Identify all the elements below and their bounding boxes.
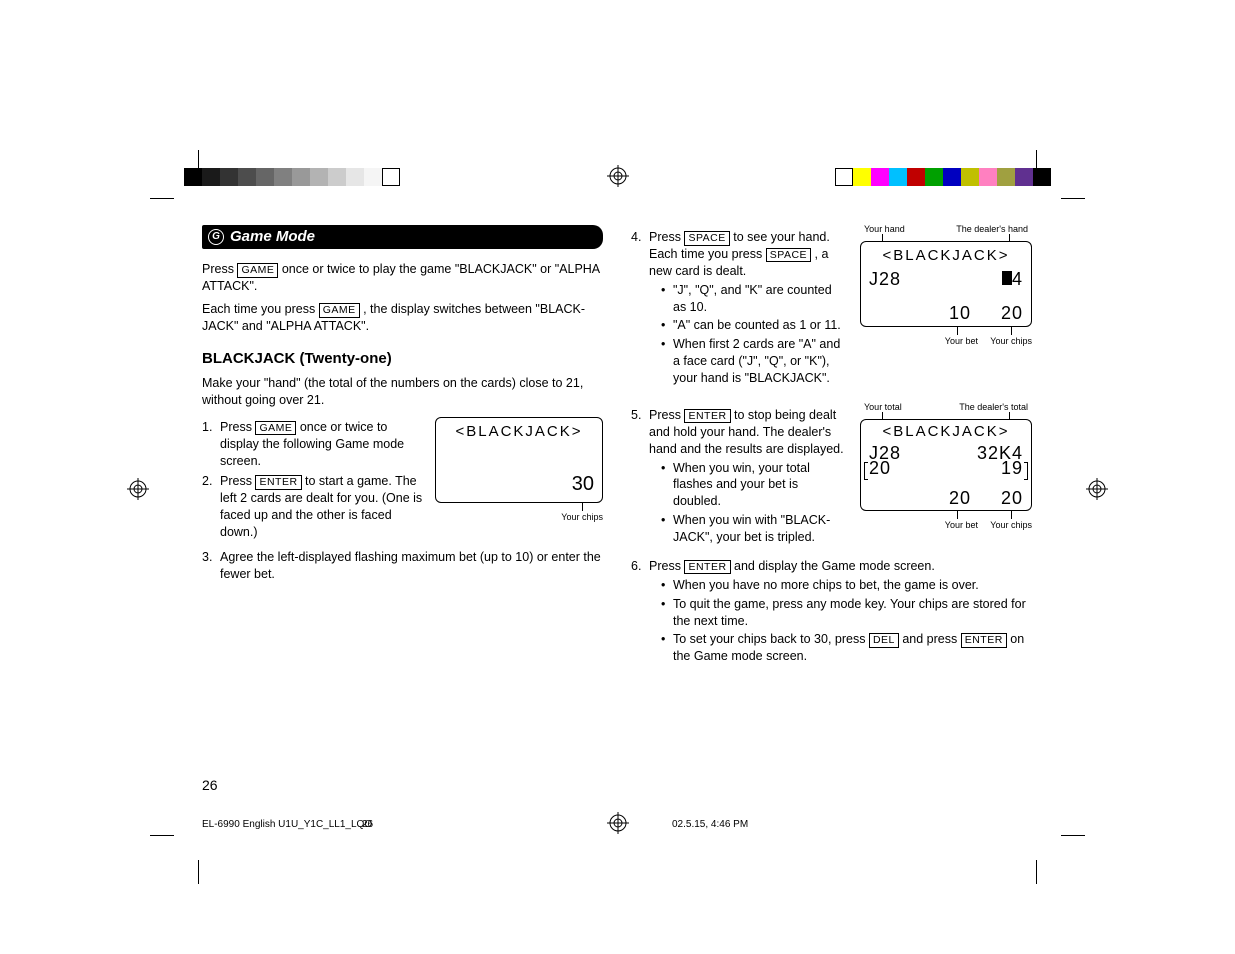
bullet: To quit the game, press any mode key. Yo… <box>661 596 1032 630</box>
footer-timestamp: 02.5.15, 4:46 PM <box>672 819 748 830</box>
color-bar-process <box>835 168 1051 186</box>
key-del: DEL <box>869 633 899 648</box>
lcd-label-dealer-total: The dealer's total <box>959 401 1028 413</box>
print-footer: EL-6990 English U1U_Y1C_LL1_LQO 26 02.5.… <box>202 819 1032 830</box>
text: Agree the left-displayed flashing maximu… <box>220 549 603 583</box>
text: Press <box>649 230 684 244</box>
step-number: 6. <box>631 558 649 667</box>
section-header: G Game Mode <box>202 225 603 249</box>
registration-mark-right <box>1086 478 1108 500</box>
text: 4 <box>1012 269 1023 289</box>
lcd-dealer-card: 4 <box>1002 270 1023 288</box>
intro-p1: Press GAME once or twice to play the gam… <box>202 261 603 295</box>
lcd-your-total: 20 <box>869 459 891 477</box>
key-game: GAME <box>255 421 296 436</box>
text: Press <box>649 408 684 422</box>
lcd-screen-3: Your total The dealer's total <BLACKJACK… <box>860 403 1032 552</box>
bullet: When first 2 cards are "A" and a face ca… <box>661 336 846 387</box>
lcd-dealer-total: 19 <box>1001 459 1023 477</box>
step-number: 4. <box>631 229 649 389</box>
column-right: 4. Press SPACE to see your hand. Each ti… <box>631 225 1032 671</box>
game-mode-icon: G <box>208 229 224 245</box>
lcd-chips: 20 <box>1001 489 1023 507</box>
lcd-label-dealer-hand: The dealer's hand <box>956 223 1028 235</box>
step-number: 5. <box>631 407 649 548</box>
key-space: SPACE <box>684 231 729 246</box>
key-game: GAME <box>237 263 278 278</box>
card-back-icon <box>1002 271 1012 285</box>
text: Press <box>649 559 684 573</box>
step-3: 3. Agree the left-displayed flashing max… <box>202 549 603 583</box>
registration-mark-top <box>607 165 629 187</box>
lcd-title: <BLACKJACK> <box>444 422 594 442</box>
text: and press <box>899 632 961 646</box>
lcd-screen-2: Your hand The dealer's hand <BLACKJACK> … <box>860 225 1032 393</box>
step-number: 1. <box>202 419 220 470</box>
text: and display the Game mode screen. <box>731 559 935 573</box>
registration-mark-left <box>127 478 149 500</box>
step-number: 2. <box>202 473 220 541</box>
key-enter: ENTER <box>684 409 730 424</box>
lcd-label-chips: Your chips <box>990 519 1032 531</box>
bullet: When you win, your total flashes and you… <box>661 460 846 511</box>
lcd-title: <BLACKJACK> <box>869 422 1023 442</box>
step-number: 3. <box>202 549 220 583</box>
lcd-label-bet: Your bet <box>945 519 978 531</box>
lcd-bet: 20 <box>949 489 971 507</box>
text: Each time you press <box>202 302 319 316</box>
text: To set your chips back to 30, press <box>673 632 869 646</box>
step-5: 5. Press ENTER to stop being dealt and h… <box>631 407 846 548</box>
text: Press <box>202 262 237 276</box>
lcd-your-hand: J28 <box>869 270 901 288</box>
bullet: To set your chips back to 30, press DEL … <box>661 631 1032 665</box>
lcd-label-your-hand: Your hand <box>864 223 905 235</box>
bullet: "A" can be counted as 1 or 11. <box>661 317 846 334</box>
section-intro: Make your "hand" (the total of the numbe… <box>202 375 603 409</box>
section-header-title: Game Mode <box>230 227 315 247</box>
key-space: SPACE <box>766 248 811 263</box>
key-enter: ENTER <box>961 633 1007 648</box>
step-6: 6. Press ENTER and display the Game mode… <box>631 558 1032 667</box>
step-1: 1. Press GAME once or twice to display t… <box>202 419 423 470</box>
text: Press <box>220 420 255 434</box>
key-enter: ENTER <box>684 560 730 575</box>
lcd-label-chips: Your chips <box>561 511 603 523</box>
color-bar-grayscale <box>184 168 400 186</box>
lcd-chips-value: 30 <box>572 471 594 498</box>
lcd-title: <BLACKJACK> <box>869 246 1023 266</box>
step-4: 4. Press SPACE to see your hand. Each ti… <box>631 229 846 389</box>
bullet: When you have no more chips to bet, the … <box>661 577 1032 594</box>
lcd-bet: 10 <box>949 304 971 322</box>
lcd-screen-1: <BLACKJACK> 30 Your chips <box>435 417 603 503</box>
lcd-chips: 20 <box>1001 304 1023 322</box>
page-number: 26 <box>202 776 218 795</box>
subsection-title: BLACKJACK (Twenty-one) <box>202 349 603 369</box>
lcd-label-bet: Your bet <box>945 335 978 347</box>
key-enter: ENTER <box>255 475 301 490</box>
column-left: G Game Mode Press GAME once or twice to … <box>202 225 603 671</box>
footer-page: 26 <box>362 819 373 830</box>
bullet: When you win with "BLACK-JACK", your bet… <box>661 512 846 546</box>
text: Press <box>220 474 255 488</box>
intro-p2: Each time you press GAME , the display s… <box>202 301 603 335</box>
bullet: "J", "Q", and "K" are counted as 10. <box>661 282 846 316</box>
footer-filename: EL-6990 English U1U_Y1C_LL1_LQO <box>202 819 372 830</box>
page: G Game Mode Press GAME once or twice to … <box>0 0 1235 954</box>
key-game: GAME <box>319 303 360 318</box>
page-content: G Game Mode Press GAME once or twice to … <box>202 225 1032 795</box>
lcd-label-chips: Your chips <box>990 335 1032 347</box>
step-2: 2. Press ENTER to start a game. The left… <box>202 473 423 541</box>
